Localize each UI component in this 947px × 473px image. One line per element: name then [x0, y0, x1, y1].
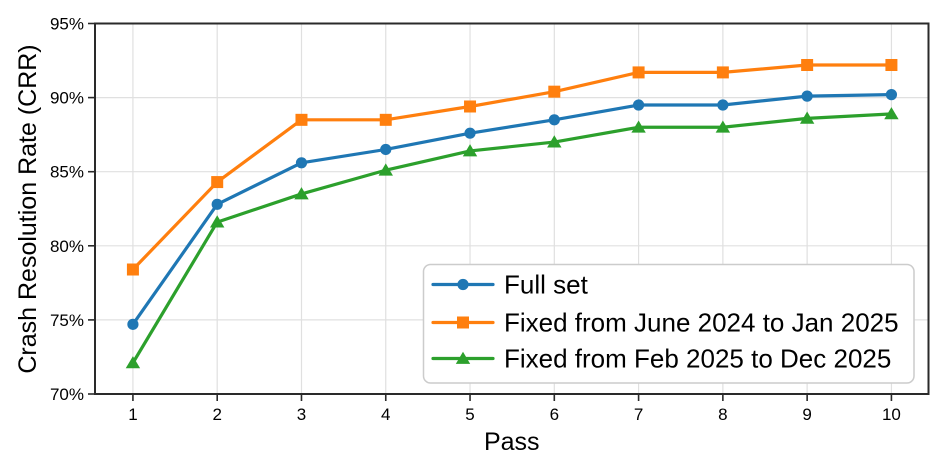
series-fixed-from-june-2024-to-jan-2025: [126, 58, 898, 276]
x-tick-label: 3: [297, 405, 306, 424]
legend-circle-marker: [457, 278, 469, 291]
circle-marker: [548, 114, 560, 126]
triangle-marker: [378, 163, 393, 176]
circle-marker: [464, 127, 476, 139]
legend-entry-full-set: Full set: [431, 270, 589, 300]
circle-marker: [885, 89, 898, 101]
circle-marker: [717, 99, 729, 111]
circle-marker: [801, 90, 813, 102]
x-tick-label: 6: [550, 405, 559, 424]
x-tick-label: 2: [212, 405, 221, 424]
x-tick-label: 9: [802, 405, 811, 424]
x-tick-label: 7: [634, 405, 643, 424]
triangle-marker: [210, 215, 225, 228]
legend-entry-fixed-from-feb-2025-to-dec-2025: Fixed from Feb 2025 to Dec 2025: [431, 344, 891, 374]
legend-box: [422, 263, 915, 384]
y-tick-label: 90%: [50, 89, 84, 108]
y-axis-label-group: Crash Resolution Rate (CRR): [14, 44, 42, 373]
triangle-marker: [125, 356, 141, 369]
series-line-fixed-from-june-2024-to-jan-2025: [131, 63, 894, 272]
legend-entry-fixed-from-june-2024-to-jan-2025: Fixed from June 2024 to Jan 2025: [431, 308, 899, 338]
legend: Full set Fixed from June 2024 to Jan 2025…: [422, 263, 915, 384]
y-tick-label: 80%: [50, 237, 84, 256]
x-tick-label: 5: [465, 405, 474, 424]
circle-marker: [295, 157, 308, 169]
triangle-marker: [294, 187, 309, 200]
series-line-full-set: [131, 93, 894, 326]
square-marker: [885, 58, 898, 71]
circle-marker: [127, 318, 139, 330]
square-marker: [548, 85, 561, 98]
series-fixed-from-feb-2025-to-dec-2025: [125, 107, 899, 369]
legend-label: Fixed from Feb 2025 to Dec 2025: [504, 344, 891, 374]
x-axis-label: Pass: [484, 428, 540, 456]
circle-marker: [211, 198, 223, 210]
y-tick-label: 70%: [50, 385, 84, 404]
square-marker: [464, 100, 477, 113]
axis-ticks: 70% 75% 80% 85% 90% 95% 1 2 3 4 5 6 7 8 9 10: [50, 15, 901, 425]
y-tick-label: 95%: [50, 15, 84, 34]
x-tick-label: 10: [882, 405, 901, 424]
series-full-set: [127, 89, 898, 330]
plot-border: [94, 22, 930, 395]
square-marker: [632, 66, 645, 79]
square-marker: [211, 176, 224, 189]
triangle-marker: [884, 107, 899, 120]
x-tick-label: 4: [381, 405, 390, 424]
square-marker: [126, 263, 139, 276]
circle-marker: [632, 99, 645, 111]
y-tick-label: 85%: [50, 163, 84, 182]
legend-label: Fixed from June 2024 to Jan 2025: [504, 308, 899, 338]
square-marker: [295, 113, 308, 126]
square-marker: [801, 58, 814, 71]
square-marker: [379, 113, 392, 126]
circle-marker: [380, 143, 392, 156]
triangle-marker: [547, 135, 562, 148]
series-line-fixed-from-feb-2025-to-dec-2025: [131, 112, 894, 365]
square-marker: [716, 66, 729, 79]
legend-triangle-marker: [455, 351, 471, 364]
triangle-marker: [631, 120, 646, 133]
triangle-marker: [462, 144, 478, 157]
y-axis-label: Crash Resolution Rate (CRR): [14, 44, 42, 373]
triangle-marker: [799, 111, 815, 124]
y-tick-label: 75%: [50, 311, 84, 330]
triangle-marker: [715, 120, 731, 133]
x-tick-label: 8: [718, 405, 727, 424]
x-tick-label: 1: [128, 405, 137, 424]
legend-label: Full set: [504, 270, 589, 300]
legend-square-marker: [457, 316, 469, 329]
